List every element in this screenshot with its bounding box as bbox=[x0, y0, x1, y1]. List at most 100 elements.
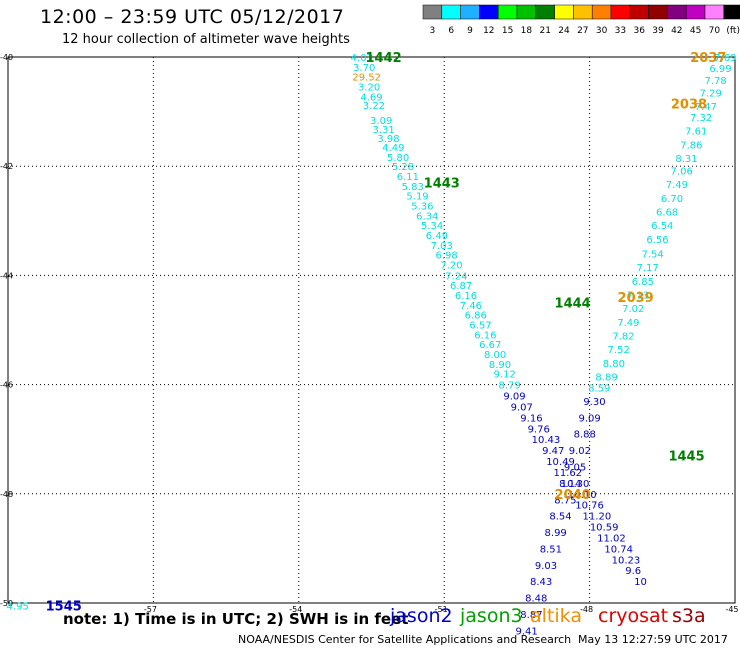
pass-number-label: 2037 bbox=[690, 51, 726, 66]
wave-height-value: 6.54 bbox=[651, 221, 673, 232]
wave-height-value: 11.20 bbox=[583, 512, 612, 523]
wave-height-value: 7.24 bbox=[445, 271, 467, 282]
pass-number-label: 2038 bbox=[671, 97, 707, 112]
colorbar-swatch bbox=[629, 4, 649, 20]
wave-height-value: 4.03 bbox=[351, 53, 373, 64]
colorbar-swatch bbox=[535, 4, 555, 20]
chart-title: 12:00 – 23:59 UTC 05/12/2017 bbox=[40, 6, 345, 28]
wave-height-value: 3.70 bbox=[353, 63, 375, 74]
wave-height-value: 9.09 bbox=[503, 392, 525, 403]
wave-height-value: 8.99 bbox=[545, 528, 567, 539]
wave-height-value: 6.56 bbox=[646, 235, 668, 246]
wave-height-value: 3.09 bbox=[370, 116, 392, 127]
wave-height-value: 11.62 bbox=[553, 468, 582, 479]
colorbar-label: 24 bbox=[558, 26, 570, 36]
legend-entry-jason3: jason3 bbox=[460, 605, 523, 627]
wave-height-value: 10 bbox=[634, 577, 647, 588]
wave-height-value: 8.59 bbox=[588, 383, 610, 394]
wave-height-value: 8.00 bbox=[484, 350, 506, 361]
wave-height-value: 10.76 bbox=[575, 501, 604, 512]
wave-height-value: 5.36 bbox=[411, 202, 433, 213]
colorbar-label: 30 bbox=[596, 26, 608, 36]
wave-height-value: 6.16 bbox=[455, 291, 477, 302]
wave-height-value: 7.47 bbox=[695, 102, 717, 113]
wave-height-value: 8.80 bbox=[603, 359, 625, 370]
wave-height-value: 9.02 bbox=[569, 446, 591, 457]
chart-subtitle: 12 hour collection of altimeter wave hei… bbox=[62, 32, 350, 47]
wave-height-value: 7.52 bbox=[608, 345, 630, 356]
plot-area: -57 -54 -51 -48 -45 -40 -42 -44 -46 -48 -50 4.033.7… bbox=[0, 51, 739, 637]
wave-height-value: 7.20 bbox=[440, 260, 462, 271]
colorbar-swatch bbox=[479, 4, 499, 20]
wave-height-value: 6.99 bbox=[709, 64, 731, 75]
colorbar-label: 21 bbox=[539, 26, 550, 36]
colorbar-swatch bbox=[573, 4, 593, 20]
x-tick-label: -51 bbox=[435, 605, 448, 614]
wave-height-value: 10.74 bbox=[604, 544, 633, 555]
wave-height-value: 8.31 bbox=[675, 154, 697, 165]
pass-number-label: 2039 bbox=[618, 291, 654, 306]
y-tick-label: -44 bbox=[0, 271, 13, 280]
wave-height-value: 8.48 bbox=[525, 594, 547, 605]
wave-height-value: 10.23 bbox=[612, 555, 641, 566]
y-tick-label: -50 bbox=[0, 599, 13, 608]
legend-entry-cryosat: cryosat bbox=[598, 605, 669, 627]
wave-height-value: 5.83 bbox=[402, 182, 424, 193]
wave-height-value: 9.12 bbox=[494, 370, 516, 381]
wave-height-value: 7.49 bbox=[617, 318, 639, 329]
wave-height-value: 6.16 bbox=[474, 330, 496, 341]
wave-height-value: 6.87 bbox=[450, 281, 472, 292]
y-tick-label: -42 bbox=[0, 162, 13, 171]
wave-height-value: 6.57 bbox=[469, 321, 491, 332]
wave-height-value: 8.90 bbox=[489, 360, 511, 371]
wave-height-value: 6.86 bbox=[465, 311, 487, 322]
y-tick-label: -46 bbox=[0, 381, 13, 390]
colorbar-swatch bbox=[460, 4, 480, 20]
x-tick-label: -57 bbox=[144, 605, 157, 614]
wave-height-value: 8.14 bbox=[559, 479, 581, 490]
wave-height-value: 8.87 bbox=[520, 610, 542, 621]
colorbar-label: 6 bbox=[448, 26, 454, 36]
wave-height-value: 7.82 bbox=[612, 331, 634, 342]
wave-height-value: 3.98 bbox=[377, 134, 399, 145]
wave-height-value: 9.16 bbox=[520, 413, 542, 424]
wave-height-value: 9.09 bbox=[578, 413, 600, 424]
wave-height-value: 6.34 bbox=[416, 211, 438, 222]
legend-entry-s3a: s3a bbox=[672, 605, 706, 627]
wave-height-value: 6.98 bbox=[435, 251, 457, 262]
x-tick-label: -48 bbox=[580, 605, 593, 614]
wave-height-value: 8.43 bbox=[530, 577, 552, 588]
colorbar-label: 27 bbox=[577, 26, 588, 36]
colorbar-label: 36 bbox=[633, 26, 645, 36]
colorbar-swatch bbox=[422, 4, 443, 20]
wave-height-value: 9.6 bbox=[625, 566, 641, 577]
colorbar-swatch bbox=[591, 4, 612, 20]
plot-frame bbox=[7, 56, 736, 604]
colorbar-label: 42 bbox=[671, 26, 682, 36]
pass-number-label: 1445 bbox=[668, 450, 704, 465]
wave-height-value: 7.06 bbox=[671, 167, 693, 178]
colorbar-swatch bbox=[648, 4, 668, 20]
credit-text: NOAA/NESDIS Center for Satellite Applica… bbox=[238, 633, 572, 646]
wave-height-value: 5.34 bbox=[421, 221, 443, 232]
colorbar-swatch bbox=[516, 4, 537, 20]
wave-height-value: 7.61 bbox=[685, 127, 707, 138]
colorbar-swatch bbox=[441, 4, 461, 20]
pass-number-label: 1444 bbox=[555, 297, 591, 312]
wave-height-value: 5.19 bbox=[406, 192, 428, 203]
colorbar-swatch bbox=[685, 4, 706, 20]
footnote: note: 1) Time is in UTC; 2) SWH is in fe… bbox=[63, 610, 409, 628]
wave-height-value: 10.59 bbox=[590, 523, 619, 534]
wave-height-value: 6.67 bbox=[479, 340, 501, 351]
colorbar-label: 33 bbox=[615, 26, 626, 36]
wave-height-value: 7.32 bbox=[690, 113, 712, 124]
colorbar-swatch bbox=[667, 4, 687, 20]
wave-height-value: 9.07 bbox=[511, 402, 533, 413]
wave-height-value: 10.43 bbox=[532, 435, 561, 446]
y-tick-label: -40 bbox=[0, 53, 13, 62]
wave-height-value: 4.69 bbox=[360, 92, 382, 103]
wave-height-value: 7.78 bbox=[704, 76, 726, 87]
pass-number-label: 1442 bbox=[366, 51, 402, 66]
x-tick-label: -54 bbox=[289, 605, 302, 614]
wave-height-value: 7.02 bbox=[622, 304, 644, 315]
